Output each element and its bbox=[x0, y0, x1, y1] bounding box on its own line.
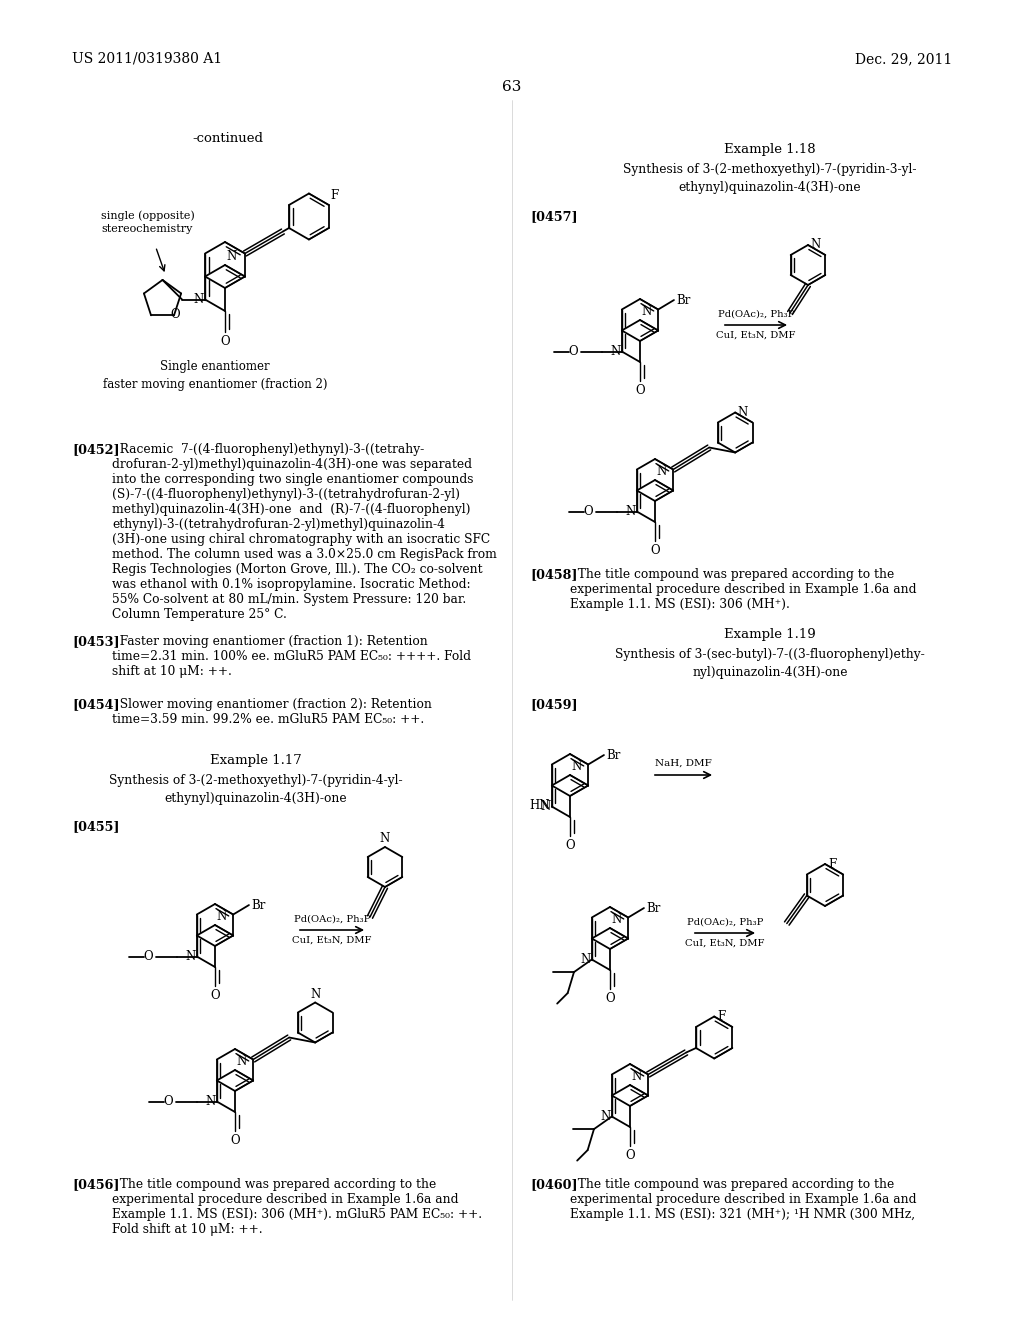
Text: Br: Br bbox=[606, 748, 621, 762]
Text: Synthesis of 3-(sec-butyl)-7-((3-fluorophenyl)ethy-
nyl)quinazolin-4(3H)-one: Synthesis of 3-(sec-butyl)-7-((3-fluorop… bbox=[615, 648, 925, 678]
Text: N: N bbox=[310, 987, 321, 1001]
Text: [0454]: [0454] bbox=[72, 698, 120, 711]
Text: O: O bbox=[584, 506, 593, 517]
Text: O: O bbox=[605, 991, 614, 1005]
Text: HN: HN bbox=[529, 799, 550, 812]
Text: N: N bbox=[581, 953, 591, 966]
Text: [0458]: [0458] bbox=[530, 568, 578, 581]
Text: CuI, Et₃N, DMF: CuI, Et₃N, DMF bbox=[685, 939, 765, 948]
Text: Racemic  7-((4-fluorophenyl)ethynyl)-3-((tetrahy-
drofuran-2-yl)methyl)quinazoli: Racemic 7-((4-fluorophenyl)ethynyl)-3-((… bbox=[112, 444, 497, 620]
Text: N: N bbox=[641, 305, 651, 318]
Text: The title compound was prepared according to the
experimental procedure describe: The title compound was prepared accordin… bbox=[570, 568, 916, 611]
Text: CuI, Et₃N, DMF: CuI, Et₃N, DMF bbox=[716, 331, 796, 341]
Text: O: O bbox=[163, 1096, 173, 1107]
Text: [0456]: [0456] bbox=[72, 1177, 120, 1191]
Text: single (opposite)
stereochemistry: single (opposite) stereochemistry bbox=[100, 211, 195, 235]
Text: O: O bbox=[565, 840, 574, 851]
Text: NaH, DMF: NaH, DMF bbox=[655, 759, 712, 768]
Text: N: N bbox=[236, 1055, 246, 1068]
Text: N: N bbox=[810, 239, 820, 252]
Text: The title compound was prepared according to the
experimental procedure describe: The title compound was prepared accordin… bbox=[112, 1177, 482, 1236]
Text: CuI, Et₃N, DMF: CuI, Et₃N, DMF bbox=[292, 936, 372, 945]
Text: N: N bbox=[541, 800, 551, 813]
Text: N: N bbox=[626, 506, 636, 517]
Text: Example 1.17: Example 1.17 bbox=[210, 754, 302, 767]
Text: [0457]: [0457] bbox=[530, 210, 578, 223]
Text: [0452]: [0452] bbox=[72, 444, 120, 455]
Text: N: N bbox=[656, 465, 667, 478]
Text: N: N bbox=[610, 345, 621, 358]
Text: Br: Br bbox=[646, 902, 660, 915]
Text: Slower moving enantiomer (fraction 2): Retention
time=3.59 min. 99.2% ee. mGluR5: Slower moving enantiomer (fraction 2): R… bbox=[112, 698, 432, 726]
Text: [0460]: [0460] bbox=[530, 1177, 578, 1191]
Text: N: N bbox=[380, 832, 390, 845]
Text: [0453]: [0453] bbox=[72, 635, 120, 648]
Text: [0459]: [0459] bbox=[530, 698, 578, 711]
Text: N: N bbox=[611, 913, 622, 927]
Text: O: O bbox=[230, 1134, 240, 1147]
Text: O: O bbox=[635, 384, 645, 397]
Text: Pd(OAc)₂, Ph₃P: Pd(OAc)₂, Ph₃P bbox=[687, 917, 763, 927]
Text: Single enantiomer
faster moving enantiomer (fraction 2): Single enantiomer faster moving enantiom… bbox=[102, 360, 328, 391]
Text: Dec. 29, 2011: Dec. 29, 2011 bbox=[855, 51, 952, 66]
Text: N: N bbox=[185, 950, 196, 964]
Text: N: N bbox=[194, 293, 204, 306]
Text: Br: Br bbox=[676, 293, 690, 306]
Text: 63: 63 bbox=[503, 81, 521, 94]
Text: N: N bbox=[631, 1071, 641, 1082]
Text: O: O bbox=[170, 308, 180, 321]
Text: N: N bbox=[571, 760, 582, 774]
Text: O: O bbox=[220, 335, 229, 347]
Text: N: N bbox=[226, 249, 237, 263]
Text: US 2011/0319380 A1: US 2011/0319380 A1 bbox=[72, 51, 222, 66]
Text: Faster moving enantiomer (fraction 1): Retention
time=2.31 min. 100% ee. mGluR5 : Faster moving enantiomer (fraction 1): R… bbox=[112, 635, 471, 678]
Text: Br: Br bbox=[251, 899, 265, 912]
Text: [0455]: [0455] bbox=[72, 820, 120, 833]
Text: -continued: -continued bbox=[193, 132, 263, 145]
Text: O: O bbox=[626, 1148, 635, 1162]
Text: Pd(OAc)₂, Ph₃P: Pd(OAc)₂, Ph₃P bbox=[294, 915, 371, 924]
Text: N: N bbox=[737, 407, 748, 418]
Text: Synthesis of 3-(2-methoxyethyl)-7-(pyridin-4-yl-
ethynyl)quinazolin-4(3H)-one: Synthesis of 3-(2-methoxyethyl)-7-(pyrid… bbox=[110, 774, 402, 805]
Text: N: N bbox=[206, 1096, 216, 1107]
Text: The title compound was prepared according to the
experimental procedure describe: The title compound was prepared accordin… bbox=[570, 1177, 916, 1221]
Text: O: O bbox=[650, 544, 659, 557]
Text: Synthesis of 3-(2-methoxyethyl)-7-(pyridin-3-yl-
ethynyl)quinazolin-4(3H)-one: Synthesis of 3-(2-methoxyethyl)-7-(pyrid… bbox=[624, 162, 916, 194]
Text: Pd(OAc)₂, Ph₃P: Pd(OAc)₂, Ph₃P bbox=[718, 310, 795, 319]
Text: O: O bbox=[568, 345, 578, 358]
Text: F: F bbox=[331, 189, 339, 202]
Text: F: F bbox=[717, 1010, 725, 1023]
Text: F: F bbox=[828, 858, 837, 870]
Text: Example 1.19: Example 1.19 bbox=[724, 628, 816, 642]
Text: O: O bbox=[210, 989, 220, 1002]
Text: Example 1.18: Example 1.18 bbox=[724, 143, 816, 156]
Text: N: N bbox=[600, 1110, 610, 1123]
Text: N: N bbox=[216, 909, 226, 923]
Text: O: O bbox=[143, 950, 153, 964]
